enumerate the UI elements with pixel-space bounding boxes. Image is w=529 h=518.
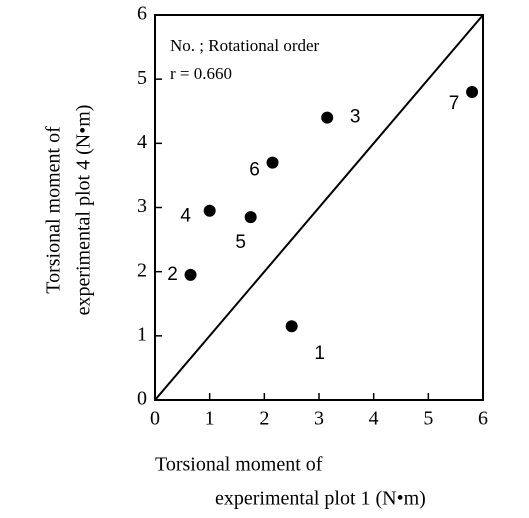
y-tick-label: 3 [137, 195, 147, 217]
y-axis-title: experimental plot 4 (N•m) [73, 105, 95, 316]
point-label: 6 [249, 160, 260, 181]
y-tick-label: 6 [137, 3, 147, 25]
point [321, 111, 334, 124]
point-label: 5 [235, 232, 246, 253]
point [466, 86, 479, 98]
x-tick-label: 6 [478, 408, 488, 430]
y-tick-label: 5 [137, 67, 147, 89]
annotation: r = 0.660 [170, 64, 232, 83]
annotation: No. ; Rotational order [170, 36, 320, 55]
point [184, 268, 197, 281]
point [203, 204, 216, 217]
x-axis-title: Torsional moment of [155, 454, 323, 476]
y-tick-label: 1 [137, 323, 147, 345]
y-tick-label: 0 [137, 388, 147, 410]
point [285, 320, 298, 333]
point-label: 1 [314, 343, 325, 364]
point [266, 156, 279, 169]
point-label: 7 [449, 93, 460, 114]
point [244, 211, 257, 224]
x-axis-title: experimental plot 1 (N•m) [215, 488, 426, 510]
x-tick-label: 0 [150, 408, 160, 430]
point-label: 4 [180, 206, 191, 227]
x-tick-label: 2 [259, 408, 269, 430]
x-tick-label: 4 [369, 408, 379, 430]
y-axis-title: Torsional moment of [43, 126, 65, 294]
x-tick-label: 1 [205, 408, 215, 430]
point-label: 3 [350, 107, 361, 128]
x-tick-label: 5 [423, 408, 433, 430]
y-tick-label: 4 [137, 131, 147, 153]
x-tick-label: 3 [314, 408, 324, 430]
point-label: 2 [167, 264, 178, 285]
reference-line [154, 14, 484, 401]
y-tick-label: 2 [137, 259, 147, 281]
